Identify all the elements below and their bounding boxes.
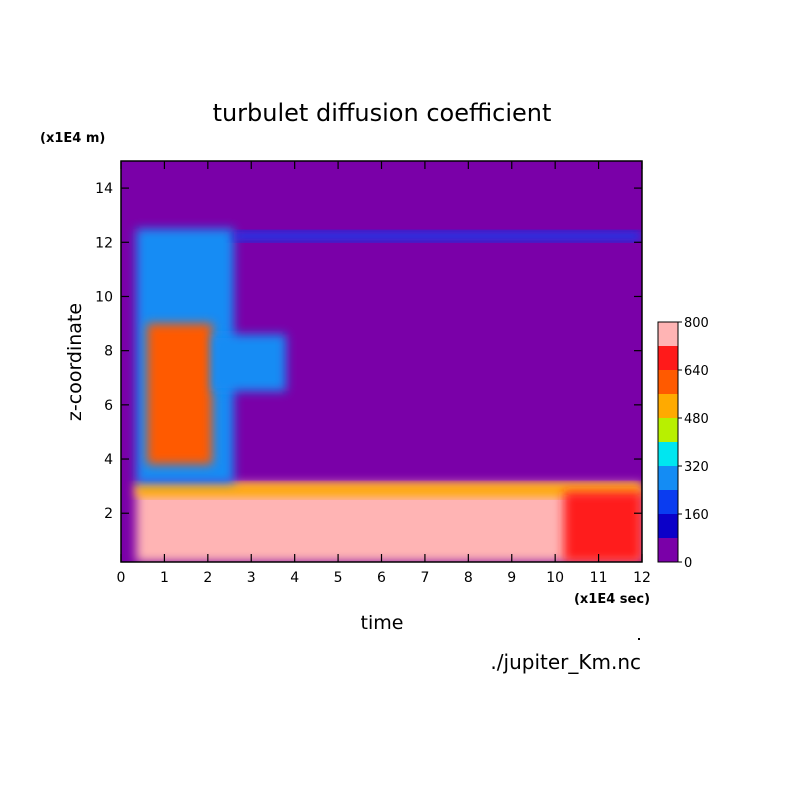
colorbar-band <box>658 490 678 514</box>
x-tick-label: 3 <box>247 570 256 586</box>
x-tick-label: 5 <box>334 570 343 586</box>
colorbar-frame <box>657 321 679 563</box>
heatmap-region <box>212 334 286 392</box>
colorbar-band <box>658 442 678 466</box>
x-tick-label: 8 <box>464 570 473 586</box>
colorbar-band <box>658 370 678 394</box>
y-tick-label: 10 <box>95 289 113 305</box>
colorbar-tick-label: 800 <box>684 316 709 331</box>
colorbar-band <box>658 346 678 370</box>
x-units-label: (x1E4 sec) <box>574 592 650 607</box>
x-tick-label: 10 <box>546 570 564 586</box>
colorbar-band <box>658 514 678 538</box>
colorbar-tick-label: 640 <box>684 364 709 379</box>
x-axis-label: time <box>361 612 404 634</box>
plot-area <box>121 161 642 562</box>
heatmap-region <box>233 231 642 241</box>
colorbar-band <box>658 394 678 418</box>
colorbar-tick-label: 320 <box>684 460 709 475</box>
x-tick-label: 9 <box>507 570 516 586</box>
source-file-label: ./jupiter_Km.nc <box>490 650 641 674</box>
colorbar-band <box>658 466 678 490</box>
y-tick-label: 2 <box>104 506 113 522</box>
x-tick-label: 12 <box>633 570 651 586</box>
heatmap-region <box>136 483 642 497</box>
y-tick-label: 4 <box>104 452 113 468</box>
x-tick-label: 4 <box>290 570 299 586</box>
chart-title: turbulet diffusion coefficient <box>213 99 552 127</box>
x-tick-label: 6 <box>377 570 386 586</box>
y-tick-label: 8 <box>104 344 113 360</box>
colorbar-band <box>658 538 678 562</box>
y-tick-label: 12 <box>95 235 113 251</box>
colorbar-band <box>658 418 678 442</box>
colorbar-tick-label: 0 <box>684 556 692 571</box>
y-axis-ticks: 2 4 6 8 10 12 14 <box>95 181 642 522</box>
colorbar: 0 160 320 480 640 800 <box>657 316 709 571</box>
y-axis-label: z-coordinate <box>64 303 86 421</box>
y-tick-label: 14 <box>95 181 113 197</box>
colorbar-band <box>658 322 678 346</box>
x-tick-label: 11 <box>590 570 608 586</box>
x-tick-label: 1 <box>160 570 169 586</box>
y-units-label: (x1E4 m) <box>40 131 105 146</box>
colorbar-tick-label: 480 <box>684 412 709 427</box>
x-tick-label: 7 <box>420 570 429 586</box>
x-axis-ticks: 0 1 2 3 4 5 6 7 8 9 10 11 12 <box>117 161 651 586</box>
y-tick-label: 6 <box>104 398 113 414</box>
heatmap-region <box>147 323 213 465</box>
x-tick-label: 0 <box>117 570 126 586</box>
x-tick-label: 2 <box>203 570 212 586</box>
colorbar-tick-label: 160 <box>684 508 709 523</box>
heatmap-region <box>563 491 642 562</box>
footnote-dot <box>638 638 640 640</box>
